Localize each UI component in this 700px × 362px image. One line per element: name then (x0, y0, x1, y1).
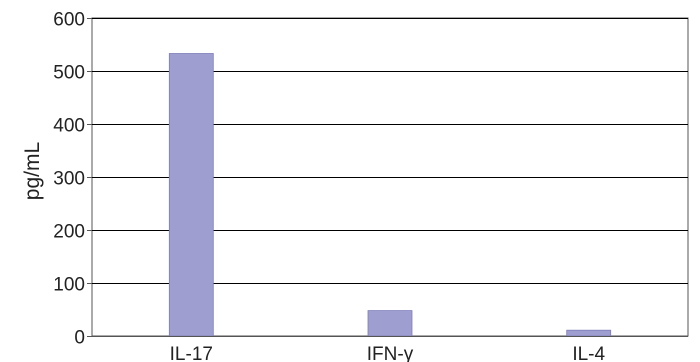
bars (168, 53, 612, 337)
y-tick-label: 400 (53, 116, 85, 137)
y-tick-label: 100 (53, 275, 85, 296)
bar-il-4 (566, 329, 612, 337)
bar-il-17 (168, 53, 214, 337)
y-axis-ticks: 0 100 200 300 400 500 600 (53, 10, 92, 349)
y-tick-label: 600 (53, 10, 85, 31)
x-tick-label: IL-4 (572, 344, 605, 362)
y-axis-title: pg/mL (21, 142, 44, 200)
x-tick-label: IFN-γ (367, 344, 414, 362)
y-tick-label: 300 (53, 169, 85, 190)
y-tick-label: 0 (74, 328, 85, 349)
x-axis-ticks: IL-17 IFN-γ IL-4 (92, 336, 688, 362)
bar-ifn- (367, 310, 413, 337)
y-tick-label: 500 (53, 63, 85, 84)
x-tick-label: IL-17 (170, 344, 213, 362)
y-tick-label: 200 (53, 222, 85, 243)
